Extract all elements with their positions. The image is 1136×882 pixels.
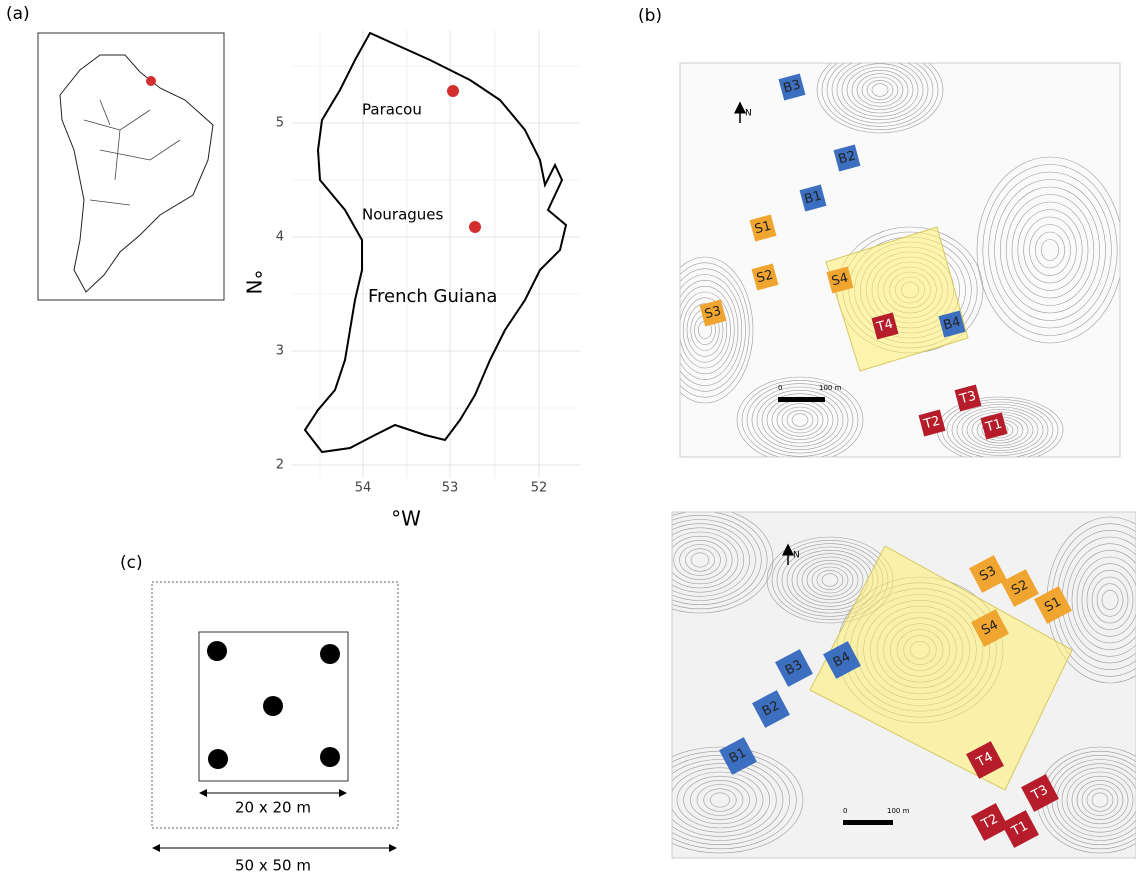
north-label: N (793, 551, 800, 561)
panel-label: (b) (638, 6, 662, 26)
subplots (207, 641, 340, 769)
y-tick-label: 5 (276, 116, 284, 131)
north-label: N (745, 109, 752, 119)
contour-map (627, 507, 1136, 858)
dimension-label: 20 x 20 m (235, 799, 311, 817)
y-tick-label: 4 (276, 230, 284, 245)
scale-label: 0 (778, 384, 782, 392)
region-label: French Guiana (368, 286, 497, 307)
x-tick-label: 53 (442, 481, 459, 496)
scale-bar (843, 820, 893, 825)
y-tick-label: 3 (276, 344, 284, 359)
site-label: Paracou (362, 101, 422, 119)
x-axis-label: °W (391, 507, 421, 531)
x-tick-label: 54 (355, 481, 372, 496)
panel-label: (a) (6, 4, 30, 24)
scale-label: 0 (843, 807, 847, 815)
location-marker (146, 76, 156, 86)
dimension-label: 50 x 50 m (235, 857, 311, 875)
contour-map (657, 47, 1123, 463)
x-tick-label: 52 (531, 481, 548, 496)
site-marker (447, 85, 459, 97)
site-marker (469, 221, 481, 233)
figure: (a) Paracou Nouragues French Guiana °N °… (0, 0, 1136, 878)
site-label: Nouragues (362, 206, 444, 224)
scale-label: 100 m (819, 384, 842, 392)
french-guiana-outline (305, 33, 566, 452)
panel-label: (c) (120, 553, 143, 573)
scale-label: 100 m (887, 807, 910, 815)
y-axis-label: °N (242, 270, 266, 295)
scale-bar (778, 397, 825, 402)
y-tick-label: 2 (276, 458, 284, 473)
